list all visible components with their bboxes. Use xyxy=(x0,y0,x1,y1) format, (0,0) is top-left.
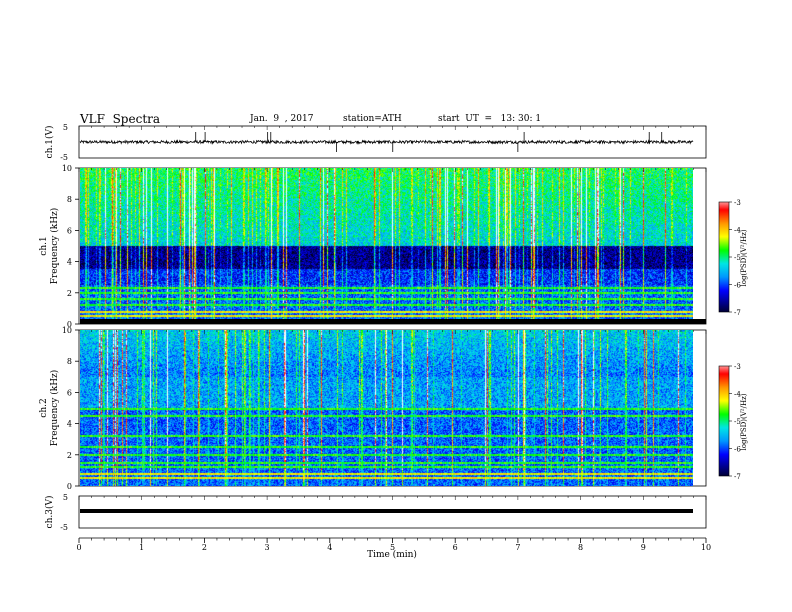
ch1-spectrogram xyxy=(80,168,693,324)
colorbar-1: -3 -4 -5 -6 -7 log(PSD)(V²/Hz) xyxy=(718,199,748,317)
spec2-ylabel-ch: ch.2 xyxy=(39,398,49,417)
spec1-bottom-band xyxy=(80,319,706,324)
x-tick-label: 7 xyxy=(515,543,520,552)
freq-tick-label: 4 xyxy=(67,420,72,429)
colorbar-tick-label: -4 xyxy=(734,391,741,399)
colorbar-tick-label: -6 xyxy=(734,282,741,290)
colorbar-tick-label: -7 xyxy=(734,473,741,481)
freq-tick-label: 2 xyxy=(67,451,72,460)
x-tick-label: 2 xyxy=(202,543,207,552)
colorbar2-label: log(PSD)(V²/Hz) xyxy=(740,393,748,450)
ch1-waveform xyxy=(79,139,694,145)
freq-tick-label: 10 xyxy=(62,326,72,335)
x-tick-label: 6 xyxy=(453,543,458,552)
x-tick-label: 4 xyxy=(327,543,332,552)
ch1-spectrogram-panel: 0 2 4 6 8 10 ch.1 Frequency (kHz) xyxy=(39,164,707,329)
station-label: station=ATH xyxy=(343,114,402,124)
colorbar-tick-label: -5 xyxy=(734,418,741,426)
freq-tick-label: 10 xyxy=(62,164,72,173)
spec2-ylabel-freq: Frequency (kHz) xyxy=(49,370,60,447)
colorbar2-gradient xyxy=(719,366,729,476)
freq-tick-label: 8 xyxy=(67,195,72,204)
colorbar-tick-label: -4 xyxy=(734,227,741,235)
spec1-ylabel-freq: Frequency (kHz) xyxy=(49,208,60,285)
spec1-ylabel-ch: ch.1 xyxy=(39,236,49,255)
freq-tick-label: 6 xyxy=(67,388,72,397)
x-tick-label: 3 xyxy=(265,543,270,552)
x-tick-label: 5 xyxy=(390,543,395,552)
colorbar-tick-label: -3 xyxy=(734,199,741,207)
x-tick-label: 9 xyxy=(641,543,646,552)
plot-title: VLF Spectra xyxy=(80,112,161,126)
freq-tick-label: 4 xyxy=(67,258,72,267)
start-ut-label: start UT = 13: 30: 1 xyxy=(438,114,542,124)
freq-tick-label: 6 xyxy=(67,226,72,235)
ch1-ytick-bottom: -5 xyxy=(60,153,68,162)
ch3-ylabel: ch.3(V) xyxy=(44,496,55,529)
ch1-panel: 5 -5 ch.1(V) xyxy=(44,123,707,162)
freq-tick-label: 2 xyxy=(67,289,72,298)
colorbar-tick-label: -3 xyxy=(734,363,741,371)
ch2-spectrogram-panel: 0 2 4 6 8 10 ch.2 Frequency (kHz) xyxy=(39,326,707,491)
ch1-ytick-top: 5 xyxy=(63,123,68,132)
ch2-spectrogram xyxy=(80,330,693,486)
ch1-ylabel: ch.1(V) xyxy=(44,126,55,159)
colorbar-2: -3 -4 -5 -6 -7 log(PSD)(V²/Hz) xyxy=(718,363,748,481)
freq-tick-label: 8 xyxy=(67,357,72,366)
colorbar1-gradient xyxy=(719,202,729,312)
colorbar1-label: log(PSD)(V²/Hz) xyxy=(740,229,748,286)
time-axis: 0 1 2 3 4 5 6 7 8 9 10 xyxy=(76,126,711,552)
time-axis-label: Time (min) xyxy=(367,549,417,560)
colorbar-tick-label: -6 xyxy=(734,446,741,454)
colorbar-tick-label: -5 xyxy=(734,254,741,262)
x-tick-label: 10 xyxy=(701,543,711,552)
x-tick-label: 1 xyxy=(139,543,144,552)
ch3-panel: 5 -5 ch.3(V) xyxy=(44,493,707,532)
freq-tick-label: 0 xyxy=(67,320,72,329)
x-tick-label: 0 xyxy=(76,543,81,552)
colorbar-tick-label: -7 xyxy=(734,309,741,317)
date-label: Jan. 9 , 2017 xyxy=(250,114,314,124)
ch3-ytick-bottom: -5 xyxy=(60,523,68,532)
ch3-waveform xyxy=(80,509,693,513)
x-tick-label: 8 xyxy=(578,543,583,552)
freq-tick-label: 0 xyxy=(67,482,72,491)
ch3-ytick-top: 5 xyxy=(63,493,68,502)
